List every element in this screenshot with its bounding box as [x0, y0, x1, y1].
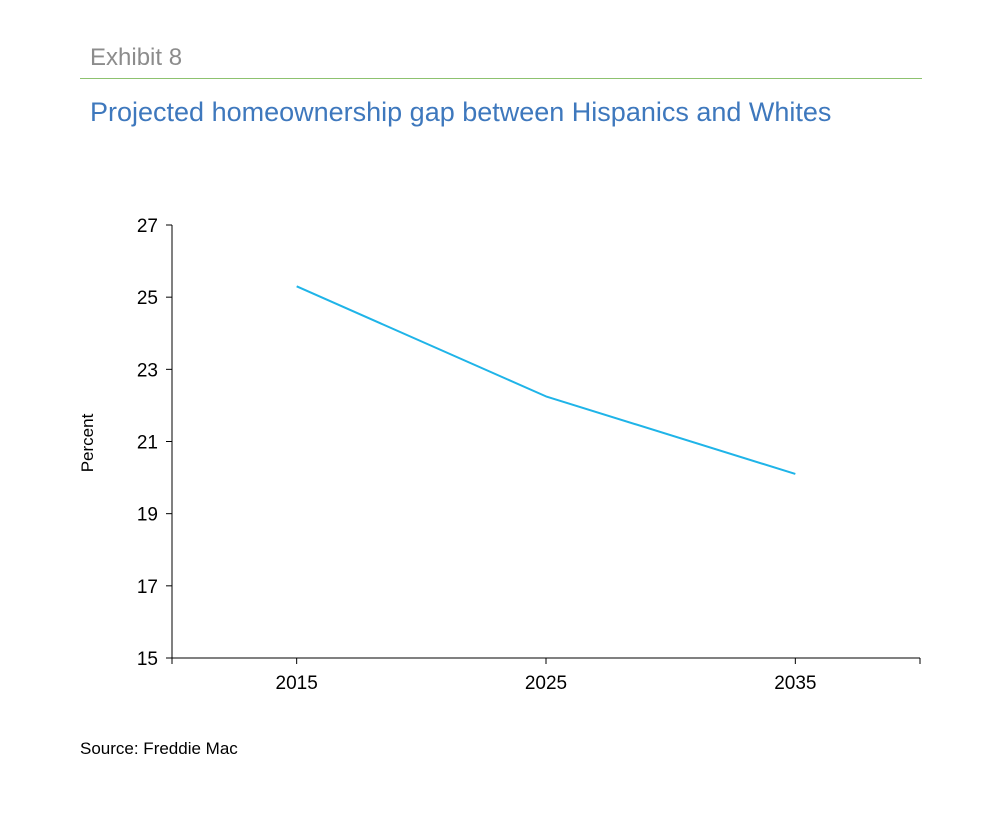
x-axis: 2015 2025 2035: [171, 657, 921, 694]
y-tick-label: 25: [137, 288, 158, 309]
header-divider: [80, 78, 922, 79]
x-tick-label: 2025: [525, 673, 567, 694]
y-tick-label: 21: [137, 433, 158, 454]
y-tick-label: 15: [137, 649, 158, 670]
y-axis: 15 17 19 21 23 25 27: [137, 216, 173, 670]
series-group: [296, 285, 796, 475]
chart-title: Projected homeownership gap between Hisp…: [90, 97, 832, 127]
x-tick-label: 2035: [774, 673, 816, 694]
x-tick-label: 2015: [276, 673, 318, 694]
exhibit-label: Exhibit 8: [90, 44, 183, 71]
y-tick-label: 23: [137, 360, 158, 381]
series-line: [296, 285, 796, 475]
source-note: Source: Freddie Mac: [80, 739, 238, 758]
y-axis-label: Percent: [78, 413, 97, 472]
y-tick-label: 17: [137, 577, 158, 598]
y-tick-label: 19: [137, 505, 158, 526]
y-tick-label: 27: [137, 216, 158, 237]
